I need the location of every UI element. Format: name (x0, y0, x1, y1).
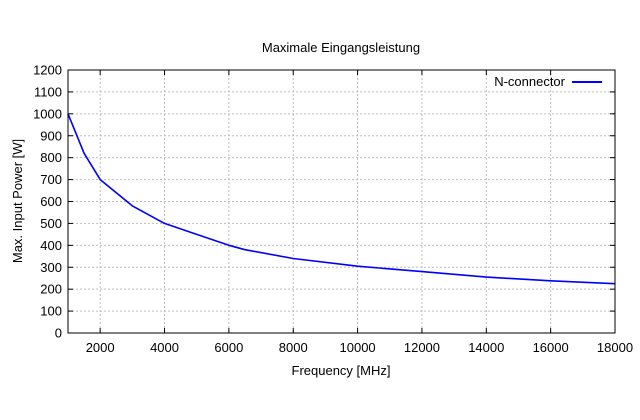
y-tick-label: 700 (40, 172, 62, 187)
y-tick-label: 1100 (34, 84, 62, 99)
ticks: 0 100 200 300 400 500 600 700 800 900 1000 1100 1200… (33, 63, 633, 356)
y-tick-label: 200 (40, 282, 62, 297)
x-tick-label: 12000 (404, 340, 440, 355)
x-tick-label: 16000 (533, 340, 569, 355)
y-axis-label: Max. Input Power [W] (10, 139, 25, 263)
x-tick-label: 2000 (86, 340, 115, 355)
x-tick-label: 6000 (214, 340, 243, 355)
y-tick-label: 100 (40, 304, 62, 319)
x-tick-label: 18000 (597, 340, 633, 355)
y-tick-label: 300 (40, 260, 62, 275)
y-tick-label: 400 (40, 238, 62, 253)
x-axis-label: Frequency [MHz] (292, 363, 391, 378)
y-tick-label: 500 (40, 216, 62, 231)
x-tick-label: 4000 (150, 340, 179, 355)
y-tick-label: 600 (40, 194, 62, 209)
legend: N-connector (494, 74, 602, 89)
x-tick-label: 14000 (468, 340, 504, 355)
y-tick-label: 900 (40, 128, 62, 143)
x-tick-label: 10000 (340, 340, 376, 355)
chart-title: Maximale Eingangsleistung (262, 40, 420, 55)
y-tick-label: 800 (40, 150, 62, 165)
legend-label-n-connector: N-connector (494, 74, 565, 89)
plot-frame (67, 69, 616, 334)
y-tick-label: 0 (55, 326, 62, 341)
series-line-n-connector (67, 113, 616, 285)
y-tick-label: 1000 (33, 106, 62, 121)
x-tick-label: 8000 (279, 340, 308, 355)
grid (68, 70, 615, 333)
plot-area (67, 113, 616, 285)
y-tick-label: 1200 (33, 63, 62, 78)
